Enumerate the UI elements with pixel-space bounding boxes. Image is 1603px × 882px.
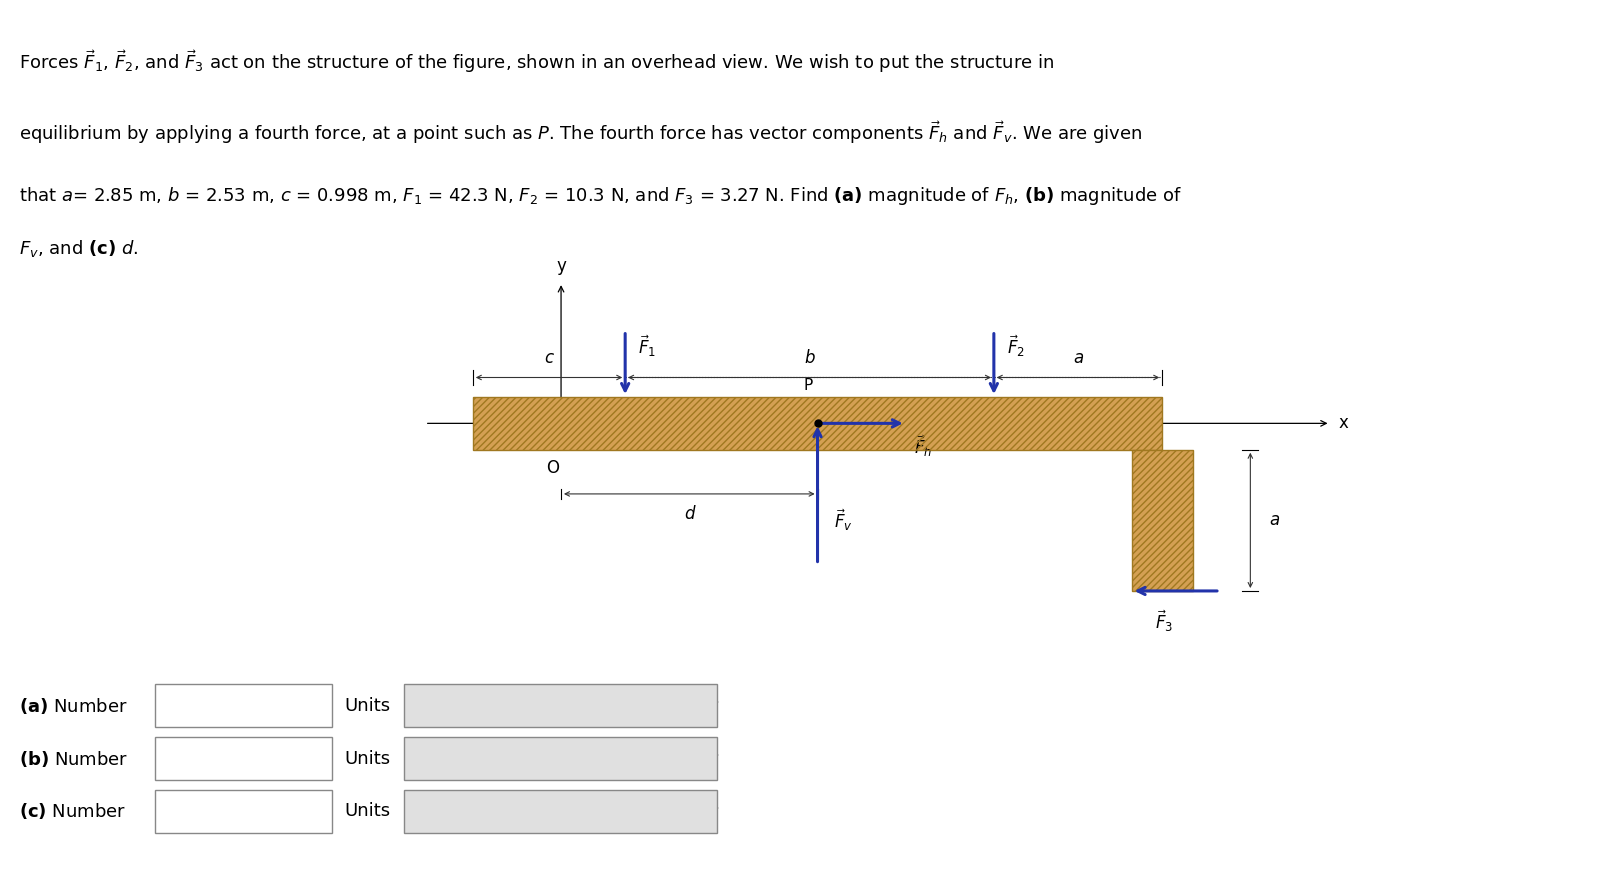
Text: $\mathbf{(a)}$ Number: $\mathbf{(a)}$ Number [19, 696, 128, 715]
Bar [404, 737, 717, 780]
Text: ▼: ▼ [709, 805, 718, 818]
Bar [473, 397, 1162, 450]
Text: $\vec{F}_3$: $\vec{F}_3$ [1154, 609, 1173, 634]
Text: $\vec{F}_1$: $\vec{F}_1$ [638, 334, 656, 359]
Text: a: a [1270, 512, 1279, 529]
Bar [473, 397, 1162, 450]
Text: Units: Units [345, 697, 391, 714]
Text: a: a [1072, 349, 1084, 367]
Bar [404, 790, 717, 833]
Bar [155, 790, 332, 833]
Text: $\vec{F}_v$: $\vec{F}_v$ [834, 508, 853, 533]
Text: $\mathbf{(c)}$ Number: $\mathbf{(c)}$ Number [19, 802, 127, 821]
Text: Forces $\vec{F}_1$, $\vec{F}_2$, and $\vec{F}_3$ act on the structure of the fig: Forces $\vec{F}_1$, $\vec{F}_2$, and $\v… [19, 49, 1055, 75]
Bar [404, 684, 717, 727]
Bar [1132, 450, 1193, 591]
Text: $\vec{F}_2$: $\vec{F}_2$ [1007, 334, 1024, 359]
Text: $\vec{F}_h$: $\vec{F}_h$ [914, 434, 931, 460]
Text: ▼: ▼ [709, 752, 718, 765]
Text: b: b [805, 349, 814, 367]
Text: Units: Units [345, 750, 391, 767]
Text: y: y [556, 258, 566, 275]
Text: equilibrium by applying a fourth force, at a point such as $P$. The fourth force: equilibrium by applying a fourth force, … [19, 119, 1143, 146]
Text: O: O [547, 459, 559, 476]
Text: $\mathbf{(b)}$ Number: $\mathbf{(b)}$ Number [19, 749, 128, 768]
Text: ▼: ▼ [709, 699, 718, 712]
Text: that $a$= 2.85 m, $b$ = 2.53 m, $c$ = 0.998 m, $F_1$ = 42.3 N, $F_2$ = 10.3 N, a: that $a$= 2.85 m, $b$ = 2.53 m, $c$ = 0.… [19, 185, 1183, 207]
Text: c: c [545, 349, 553, 367]
Text: x: x [1339, 415, 1348, 432]
Text: Units: Units [345, 803, 391, 820]
Text: P: P [803, 378, 813, 393]
Bar [155, 684, 332, 727]
Bar [1132, 450, 1193, 591]
Text: d: d [684, 505, 694, 522]
Bar [155, 737, 332, 780]
Text: $F_v$, and $\mathbf{(c)}$ $d$.: $F_v$, and $\mathbf{(c)}$ $d$. [19, 238, 138, 259]
